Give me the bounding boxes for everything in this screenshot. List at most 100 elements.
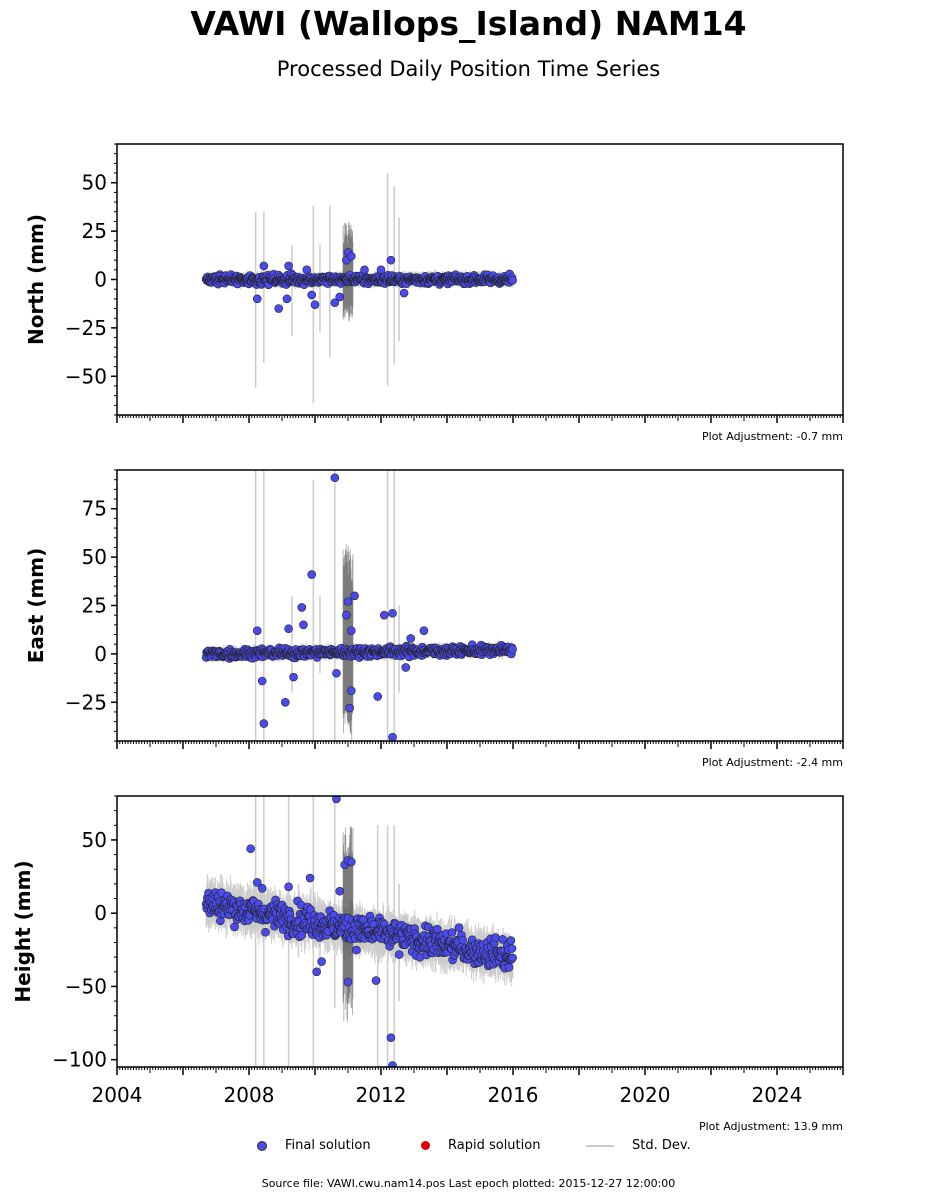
- y-tick-label: 50: [82, 828, 107, 852]
- final-solution-outlier: [259, 719, 269, 728]
- final-solution-outlier: [310, 300, 320, 309]
- y-tick-label: 50: [82, 171, 107, 195]
- final-solution-point: [432, 924, 442, 934]
- x-tick-label: 2008: [224, 1083, 275, 1107]
- final-solution-outlier: [406, 634, 416, 643]
- y-tick-label: 25: [82, 594, 107, 618]
- rapid-solution-marker-icon: [421, 1141, 430, 1150]
- legend-final-label: Final solution: [285, 1138, 371, 1153]
- final-solution-outlier: [419, 626, 429, 635]
- y-tick-label: −25: [65, 316, 107, 340]
- y-tick-label: 0: [94, 901, 107, 925]
- final-solution-outlier: [376, 265, 386, 275]
- source-file-note: Source file: VAWI.cwu.nam14.pos Last epo…: [261, 1177, 676, 1190]
- y-tick-label: −50: [65, 364, 107, 388]
- y-tick-label: −25: [65, 690, 107, 714]
- final-solution-point: [508, 644, 517, 654]
- final-solution-outlier: [373, 692, 383, 701]
- plot-area: [201, 796, 517, 1067]
- final-solution-outlier: [302, 265, 312, 275]
- final-solution-outlier: [252, 294, 262, 304]
- final-solution-outlier: [350, 591, 359, 601]
- final-solution-outlier: [289, 672, 298, 682]
- x-tick-label: 2012: [356, 1083, 407, 1107]
- final-solution-point: [297, 930, 307, 940]
- legend-rapid-label: Rapid solution: [448, 1138, 541, 1153]
- final-solution-outlier: [332, 796, 341, 804]
- final-solution-outlier: [399, 288, 409, 298]
- final-solution-outlier: [346, 251, 356, 261]
- y-tick-label: 0: [94, 642, 107, 666]
- final-solution-outlier: [307, 570, 317, 579]
- final-solution-point: [458, 935, 468, 945]
- final-solution-outlier: [335, 292, 345, 302]
- final-solution-outlier: [257, 676, 267, 686]
- final-solution-outlier: [312, 967, 321, 977]
- final-solution-outlier: [371, 976, 381, 985]
- x-tick-label: 2016: [488, 1083, 539, 1107]
- final-solution-outlier: [346, 857, 356, 867]
- legend-rapid: Rapid solution: [421, 1138, 540, 1153]
- plot-adjustment: Plot Adjustment: -2.4 mm: [702, 756, 843, 769]
- y-tick-label: 75: [82, 497, 107, 521]
- chart-title: VAWI (Wallops_Island) NAM14: [190, 4, 747, 43]
- final-solution-outlier: [257, 883, 267, 893]
- final-solution-outlier: [388, 608, 397, 618]
- y-tick-label: −100: [52, 1048, 107, 1072]
- final-solution-outlier: [343, 597, 353, 606]
- final-solution-outlier: [259, 261, 269, 271]
- y-axis-label: North (mm): [24, 214, 48, 345]
- final-solution-point: [394, 950, 404, 959]
- final-solution-point: [504, 962, 514, 972]
- final-solution-outlier: [307, 290, 317, 300]
- final-solution-point: [352, 945, 361, 955]
- plot-adjustment: Plot Adjustment: -0.7 mm: [702, 430, 843, 443]
- final-solution-point: [506, 936, 516, 945]
- final-solution-point: [261, 927, 270, 937]
- final-solution-outlier: [379, 610, 389, 620]
- final-solution-outlier: [246, 844, 255, 854]
- final-solution-outlier: [386, 255, 396, 265]
- final-solution-outlier: [386, 1033, 396, 1043]
- panel-3: −100 −50 0 50 2004 2008 2012 2016 2020 2024 Height…: [11, 795, 844, 1133]
- final-solution-point: [447, 928, 457, 937]
- y-tick-label: 25: [82, 219, 107, 243]
- final-solution-outlier: [284, 882, 293, 892]
- final-solution-outlier: [330, 473, 340, 483]
- axes-frame: [116, 469, 844, 742]
- std-dev-line-icon: [586, 1144, 614, 1147]
- plot-area: [201, 470, 517, 741]
- final-solution-outlier: [280, 697, 290, 707]
- final-solution-outlier: [299, 620, 308, 630]
- legend-std-label: Std. Dev.: [632, 1138, 691, 1153]
- final-solution-outlier: [330, 298, 340, 308]
- plot-adjustment: Plot Adjustment: 13.9 mm: [699, 1120, 843, 1133]
- final-solution-outlier: [317, 957, 326, 966]
- y-axis-label: East (mm): [24, 548, 48, 664]
- y-tick-label: 50: [82, 545, 107, 569]
- final-solution-marker-icon: [257, 1140, 267, 1151]
- y-tick-label: 0: [94, 268, 107, 292]
- x-tick-label: 2020: [620, 1083, 671, 1107]
- final-solution-outlier: [388, 1061, 397, 1067]
- final-solution-outlier: [252, 626, 262, 635]
- y-axis-label: Height (mm): [11, 860, 35, 1002]
- chart-subtitle: Processed Daily Position Time Series: [276, 57, 661, 81]
- plot-area: [201, 173, 517, 404]
- final-solution-point: [498, 934, 507, 944]
- final-solution-outlier: [345, 703, 354, 713]
- final-solution-outlier: [284, 624, 293, 634]
- final-solution-outlier: [360, 265, 369, 275]
- final-solution-point: [508, 953, 517, 963]
- final-solution-outlier: [332, 668, 341, 678]
- final-solution-point: [491, 933, 500, 943]
- final-solution-outlier: [252, 878, 262, 887]
- x-tick-label: 2024: [752, 1083, 803, 1107]
- panel-2: −25 0 25 50 75 East (mm) Plot Adjustment: -2.4…: [24, 469, 844, 769]
- final-solution-outlier: [343, 977, 353, 987]
- final-solution-outlier: [305, 873, 315, 883]
- final-solution-outlier: [342, 610, 351, 620]
- final-solution-outlier: [388, 732, 397, 741]
- final-solution-point: [508, 276, 517, 285]
